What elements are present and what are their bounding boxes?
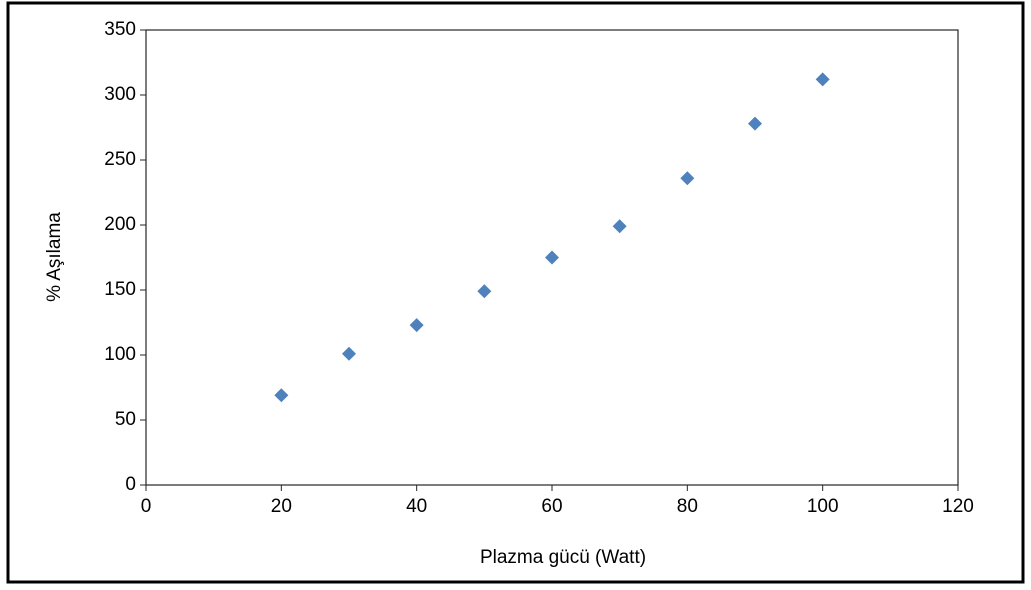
point <box>477 284 492 299</box>
point <box>409 318 424 333</box>
point <box>748 116 762 131</box>
point <box>274 388 289 403</box>
x-tick-label: 60 <box>541 496 562 517</box>
point <box>545 250 559 265</box>
x-tick-label: 20 <box>271 496 292 517</box>
y-tick-label: 150 <box>104 279 136 300</box>
y-tick-label: 250 <box>104 149 136 170</box>
y-tick-label: 100 <box>104 344 136 365</box>
y-tick-label: 0 <box>125 474 136 495</box>
y-tick-label: 200 <box>104 214 136 235</box>
point <box>342 346 356 361</box>
x-tick-label: 80 <box>677 496 698 517</box>
x-tick-label: 40 <box>406 496 427 517</box>
y-tick-label: 350 <box>104 19 136 40</box>
point <box>612 219 627 234</box>
x-tick-label: 100 <box>807 496 839 517</box>
x-tick-label: 120 <box>942 496 974 517</box>
y-tick-label: 50 <box>115 409 136 430</box>
y-tick-label: 300 <box>104 84 136 105</box>
x-axis-title: Plazma gücü (Watt) <box>480 547 646 568</box>
y-axis-title: % Aşılama <box>44 212 65 302</box>
point <box>815 72 830 87</box>
point <box>680 171 695 186</box>
x-tick-label: 0 <box>141 496 152 517</box>
chart-border <box>6 1 1025 584</box>
